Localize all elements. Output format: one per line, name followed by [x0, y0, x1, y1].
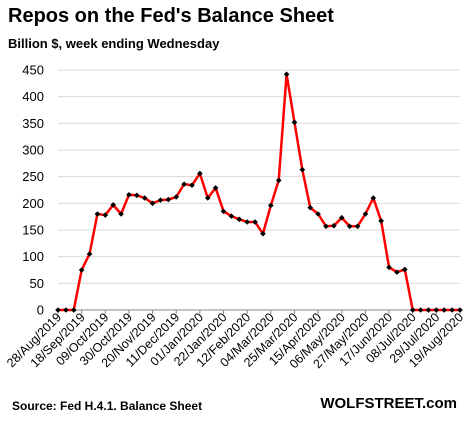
data-point — [283, 71, 290, 78]
data-point — [425, 307, 432, 313]
data-point — [441, 307, 448, 313]
data-point — [118, 211, 124, 217]
data-point — [197, 170, 203, 177]
y-tick-label: 50 — [30, 276, 44, 291]
data-point — [307, 204, 314, 211]
y-tick-label: 0 — [37, 303, 44, 318]
data-point — [63, 307, 69, 313]
data-point — [354, 223, 361, 230]
data-point — [268, 202, 274, 209]
data-point — [78, 267, 85, 273]
data-point — [417, 307, 424, 313]
gridlines — [58, 69, 460, 311]
data-point — [70, 307, 77, 313]
data-point — [331, 222, 337, 229]
data-point — [220, 208, 227, 215]
data-point — [173, 194, 180, 200]
y-tick-label: 400 — [22, 89, 44, 104]
data-point — [433, 307, 440, 313]
data-point — [244, 219, 250, 225]
brand-note: WOLFSTREET.com — [320, 395, 457, 412]
data-point — [157, 197, 164, 203]
data-point — [236, 216, 243, 223]
data-point — [141, 195, 148, 201]
data-point — [449, 307, 455, 313]
data-point — [386, 264, 392, 271]
series-line — [56, 73, 462, 312]
data-point — [260, 230, 266, 237]
data-point — [457, 307, 463, 313]
y-tick-label: 350 — [22, 116, 44, 131]
y-tick-label: 150 — [22, 223, 44, 238]
chart-title: Repos on the Fed's Balance Sheet — [8, 5, 334, 27]
data-point — [134, 192, 140, 199]
data-point — [212, 185, 219, 191]
data-point — [55, 307, 61, 313]
y-tick-labels: 0 50 100 150 200 250 300 350 400 450 — [22, 63, 44, 318]
y-tick-label: 200 — [22, 196, 44, 211]
x-tick-labels: 28/Aug/201918/Sep/201909/Oct/201930/Oct/… — [4, 310, 466, 371]
data-point — [323, 223, 329, 230]
data-point — [204, 195, 211, 201]
data-point — [102, 212, 109, 218]
data-point — [86, 251, 93, 257]
data-point — [149, 200, 156, 207]
data-point — [370, 195, 377, 201]
data-point — [126, 192, 132, 198]
y-tick-label: 250 — [22, 169, 44, 184]
data-point — [362, 211, 369, 217]
series-line-path — [56, 73, 462, 312]
y-tick-label: 450 — [22, 63, 44, 78]
series-markers — [55, 71, 463, 313]
source-note: Source: Fed H.4.1. Balance Sheet — [12, 399, 203, 413]
data-point — [394, 269, 400, 275]
axes — [57, 309, 461, 314]
data-point — [315, 211, 321, 217]
data-point — [409, 307, 416, 313]
data-point — [338, 214, 345, 221]
y-tick-label: 100 — [22, 249, 44, 264]
data-point — [346, 223, 353, 230]
data-point — [165, 196, 172, 203]
data-point — [189, 182, 195, 188]
data-point — [299, 166, 306, 173]
y-tick-label: 300 — [22, 143, 44, 158]
data-point — [275, 177, 282, 184]
data-point — [378, 218, 384, 224]
chart-subtitle: Billion $, week ending Wednesday — [8, 36, 220, 51]
data-point — [181, 181, 187, 187]
data-point — [291, 119, 298, 126]
data-point — [252, 219, 258, 225]
data-point — [110, 202, 116, 208]
data-point — [94, 211, 101, 217]
data-point — [402, 266, 408, 273]
data-point — [228, 213, 235, 219]
